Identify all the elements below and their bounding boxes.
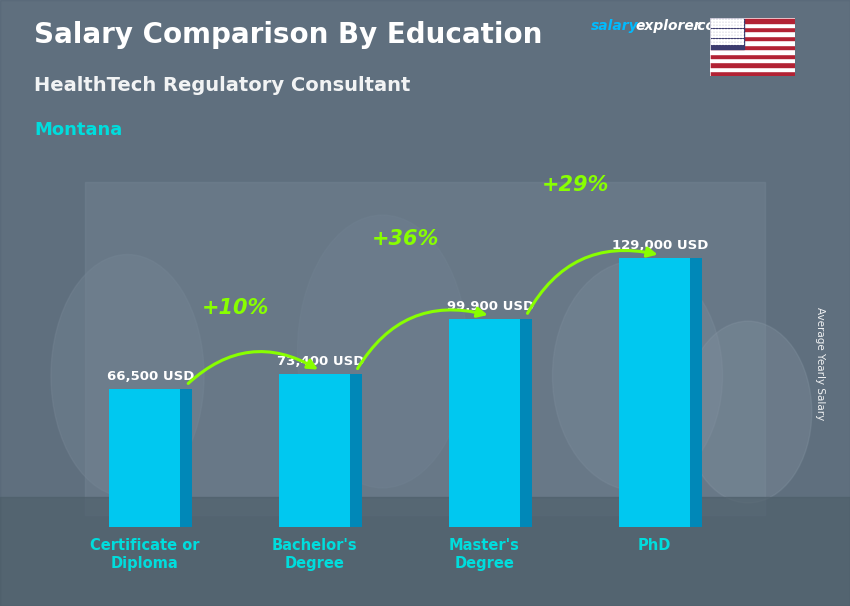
Polygon shape: [350, 375, 362, 527]
Ellipse shape: [51, 255, 204, 497]
Text: 73,400 USD: 73,400 USD: [277, 355, 364, 368]
Ellipse shape: [298, 215, 468, 488]
Polygon shape: [109, 388, 180, 527]
Polygon shape: [690, 259, 702, 527]
Text: 129,000 USD: 129,000 USD: [612, 239, 709, 253]
Bar: [710, 18, 744, 49]
Bar: [710, 62, 795, 67]
Bar: [710, 32, 795, 36]
Text: +29%: +29%: [541, 175, 609, 195]
Text: Average Yearly Salary: Average Yearly Salary: [815, 307, 825, 420]
Bar: [710, 18, 795, 22]
Ellipse shape: [684, 321, 812, 503]
Ellipse shape: [552, 261, 722, 491]
Text: 66,500 USD: 66,500 USD: [107, 370, 194, 383]
Bar: [710, 53, 795, 58]
Bar: [85, 182, 765, 515]
Polygon shape: [279, 375, 350, 527]
Bar: [710, 72, 795, 76]
Polygon shape: [619, 259, 690, 527]
Text: explorer: explorer: [636, 19, 701, 33]
Text: .com: .com: [693, 19, 730, 33]
Text: HealthTech Regulatory Consultant: HealthTech Regulatory Consultant: [34, 76, 411, 95]
Bar: [710, 49, 795, 53]
Text: +10%: +10%: [201, 298, 269, 318]
Bar: [710, 45, 795, 49]
Text: 99,900 USD: 99,900 USD: [447, 300, 534, 313]
Text: +36%: +36%: [371, 229, 439, 249]
Bar: [710, 41, 795, 45]
Bar: [710, 22, 795, 27]
Bar: [0, 497, 850, 606]
Bar: [710, 27, 795, 32]
Polygon shape: [180, 388, 192, 527]
Polygon shape: [520, 319, 532, 527]
Text: Montana: Montana: [34, 121, 122, 139]
Bar: [710, 58, 795, 62]
Text: salary: salary: [591, 19, 638, 33]
Polygon shape: [449, 319, 520, 527]
Text: Salary Comparison By Education: Salary Comparison By Education: [34, 21, 542, 49]
Bar: [710, 36, 795, 41]
Bar: [710, 67, 795, 72]
